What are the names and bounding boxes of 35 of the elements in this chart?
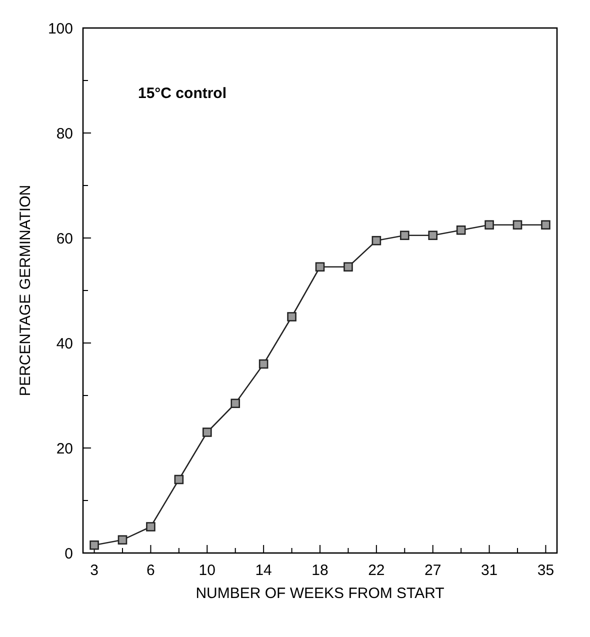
point — [258, 359, 268, 369]
x-tick-label: 35 — [537, 562, 554, 579]
y-tick-label: 100 — [48, 20, 73, 38]
y-tick-label: 40 — [56, 335, 73, 352]
point — [315, 262, 325, 272]
point — [372, 236, 382, 246]
x-tick-label: 10 — [198, 562, 216, 579]
point — [174, 474, 184, 484]
y-tick-label: 60 — [56, 230, 73, 248]
point — [400, 230, 410, 240]
x-tick-label: 22 — [368, 562, 385, 579]
point — [541, 220, 550, 230]
annotation: 15°C control — [138, 85, 227, 102]
point — [287, 312, 296, 322]
x-tick-label: 31 — [480, 562, 498, 579]
point — [118, 535, 128, 545]
point — [230, 398, 240, 408]
y-tick-label: 0 — [64, 545, 73, 562]
y-tick-label: 80 — [56, 125, 73, 142]
point — [512, 220, 522, 230]
x-tick-label: 14 — [255, 562, 272, 579]
point — [484, 220, 494, 230]
point — [456, 225, 466, 235]
point — [90, 540, 99, 550]
y-axis-title: PERCENTAGE GERMINATION — [17, 184, 34, 396]
point — [202, 428, 212, 437]
x-tick-label: 18 — [312, 562, 328, 579]
point — [146, 522, 156, 532]
point — [428, 230, 438, 240]
point — [344, 262, 353, 272]
x-tick-label: 27 — [424, 562, 442, 579]
x-tick-label: 3 — [90, 562, 98, 579]
y-tick-label: 20 — [56, 440, 73, 458]
x-tick-label: 6 — [146, 562, 155, 579]
x-axis-title: NUMBER OF WEEKS FROM START — [196, 585, 444, 602]
